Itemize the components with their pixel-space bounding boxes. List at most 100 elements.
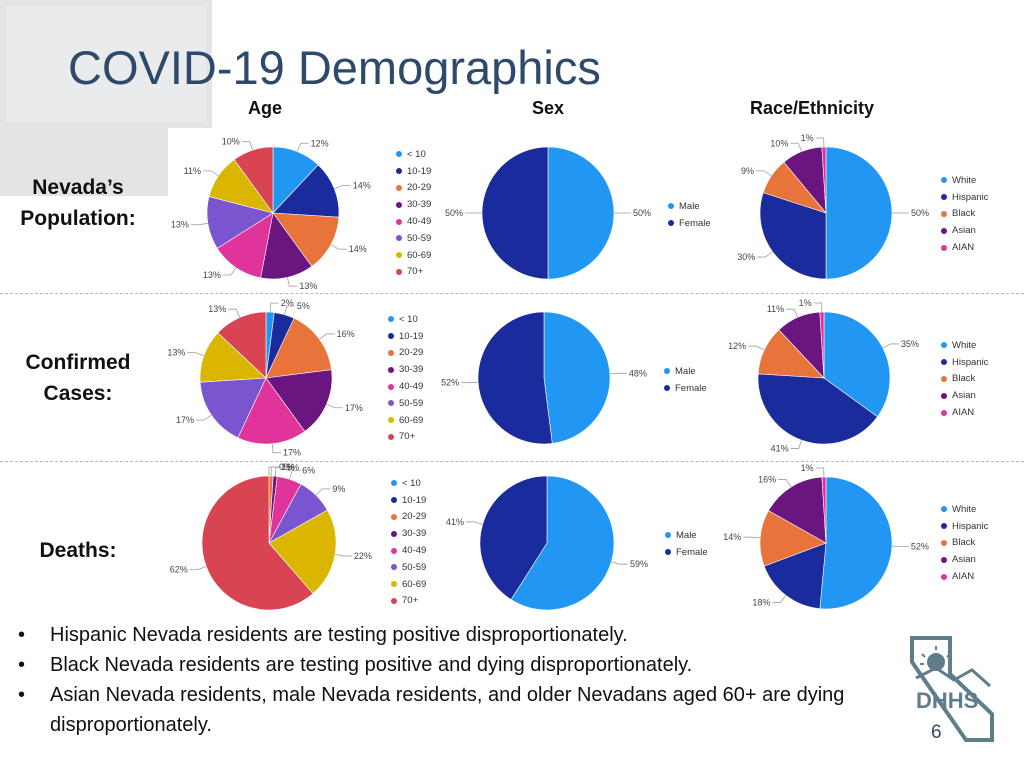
legend-sex: Male Female: [668, 198, 711, 232]
legend-swatch: [941, 523, 947, 530]
legend-item: 30-39: [396, 196, 431, 213]
legend-swatch: [396, 201, 402, 208]
leader-line: [748, 345, 765, 351]
pie-slice: [510, 475, 615, 611]
legend-label: Hispanic: [952, 520, 989, 532]
leader-line: [202, 170, 219, 177]
legend-item: AIAN: [941, 568, 988, 585]
legend-item: AIAN: [941, 404, 988, 421]
leader-line: [786, 308, 799, 318]
column-heading-age: Age: [247, 98, 283, 118]
legend-item: 50-59: [391, 559, 426, 576]
data-label: 1%: [281, 462, 294, 472]
legend-label: < 10: [407, 148, 426, 160]
legend-age: < 10 10-19 20-29 30-39 40-49 50-59 60-69 70+: [391, 475, 426, 609]
legend-swatch: [941, 539, 947, 546]
corner-decoration: [0, 0, 212, 196]
legend-label: AIAN: [952, 571, 975, 583]
legend-swatch: [388, 417, 394, 424]
data-label: 10%: [222, 137, 240, 147]
leader-line: [609, 372, 627, 375]
bullet-item: Black Nevada residents are testing posit…: [14, 650, 894, 680]
data-label: 14%: [723, 532, 741, 542]
bullet-list: Hispanic Nevada residents are testing po…: [14, 620, 894, 740]
data-label: 13%: [299, 281, 317, 291]
legend-item: 60-69: [396, 247, 431, 264]
legend-swatch: [941, 194, 947, 201]
legend-swatch: [941, 210, 947, 217]
legend-item: Male: [665, 527, 708, 544]
data-label: 50%: [445, 208, 463, 218]
legend-swatch: [391, 480, 397, 487]
legend-label: 70+: [407, 266, 424, 278]
legend-label: Male: [676, 529, 697, 541]
legend-swatch: [664, 385, 670, 392]
leader-line: [461, 381, 479, 384]
data-label: 12%: [311, 138, 329, 148]
legend-swatch: [391, 530, 397, 537]
legend-label: Female: [675, 382, 707, 394]
pie-slice: [265, 369, 333, 432]
pie-slice: [819, 476, 893, 610]
leader-line: [778, 479, 792, 488]
legend-item: Hispanic: [941, 518, 988, 535]
pie-slice: [823, 311, 891, 418]
legend-label: Female: [676, 546, 708, 558]
bullet-item: Asian Nevada residents, male Nevada resi…: [14, 680, 894, 740]
legend-race: White Hispanic Black Asian AIAN: [941, 337, 988, 421]
leader-line: [611, 561, 628, 565]
legend-swatch: [391, 547, 397, 554]
legend-label: AIAN: [952, 407, 975, 419]
leader-line: [326, 403, 343, 409]
leader-line: [269, 302, 279, 313]
pie-slice: [199, 377, 267, 439]
data-label: 41%: [446, 517, 464, 527]
pie-slice: [268, 509, 337, 594]
legend-item: 30-39: [388, 361, 423, 378]
legend-label: White: [952, 174, 977, 186]
legend-swatch: [388, 316, 394, 323]
legend-label: 10-19: [407, 165, 432, 177]
legend-label: 70+: [399, 431, 416, 443]
legend-swatch: [668, 220, 674, 227]
legend-swatch: [388, 366, 394, 373]
pie-slice: [481, 146, 549, 280]
leader-line: [790, 439, 803, 449]
data-label: 13%: [208, 304, 226, 314]
legend-swatch: [388, 433, 394, 440]
data-label: 14%: [353, 180, 371, 190]
legend-age: < 10 10-19 20-29 30-39 40-49 50-59 60-69 70+: [396, 146, 431, 280]
legend-label: 30-39: [399, 364, 424, 376]
legend-item: Hispanic: [941, 189, 988, 206]
pie-slice: [479, 475, 548, 600]
data-label: 1%: [286, 462, 299, 472]
dhhs-logo: DHHS: [910, 636, 994, 742]
leader-line: [222, 267, 237, 276]
data-label: 10%: [770, 138, 788, 148]
legend-item: Female: [665, 544, 708, 561]
row-label-deaths: Deaths:: [39, 539, 117, 562]
legend-swatch: [391, 581, 397, 588]
leader-line: [228, 308, 241, 318]
data-label: 13%: [167, 348, 185, 358]
legend-swatch: [941, 409, 947, 416]
leader-line: [815, 467, 825, 478]
legend-label: Asian: [952, 554, 976, 566]
data-label: 22%: [354, 551, 372, 561]
leader-line: [187, 352, 205, 357]
legend-swatch: [391, 497, 397, 504]
leader-line: [189, 566, 207, 571]
legend-label: 60-69: [407, 249, 432, 261]
legend-label: 50-59: [402, 561, 427, 573]
page-number: 6: [931, 722, 942, 743]
legend-swatch: [668, 203, 674, 210]
legend-item: 10-19: [396, 163, 431, 180]
legend-swatch: [396, 235, 402, 242]
legend-item: < 10: [391, 475, 426, 492]
pie-slice: [237, 377, 306, 445]
data-label: 35%: [901, 339, 919, 349]
legend-swatch: [665, 549, 671, 556]
legend-label: Hispanic: [952, 191, 989, 203]
legend-item: Female: [668, 215, 711, 232]
legend-label: 20-29: [402, 511, 427, 523]
